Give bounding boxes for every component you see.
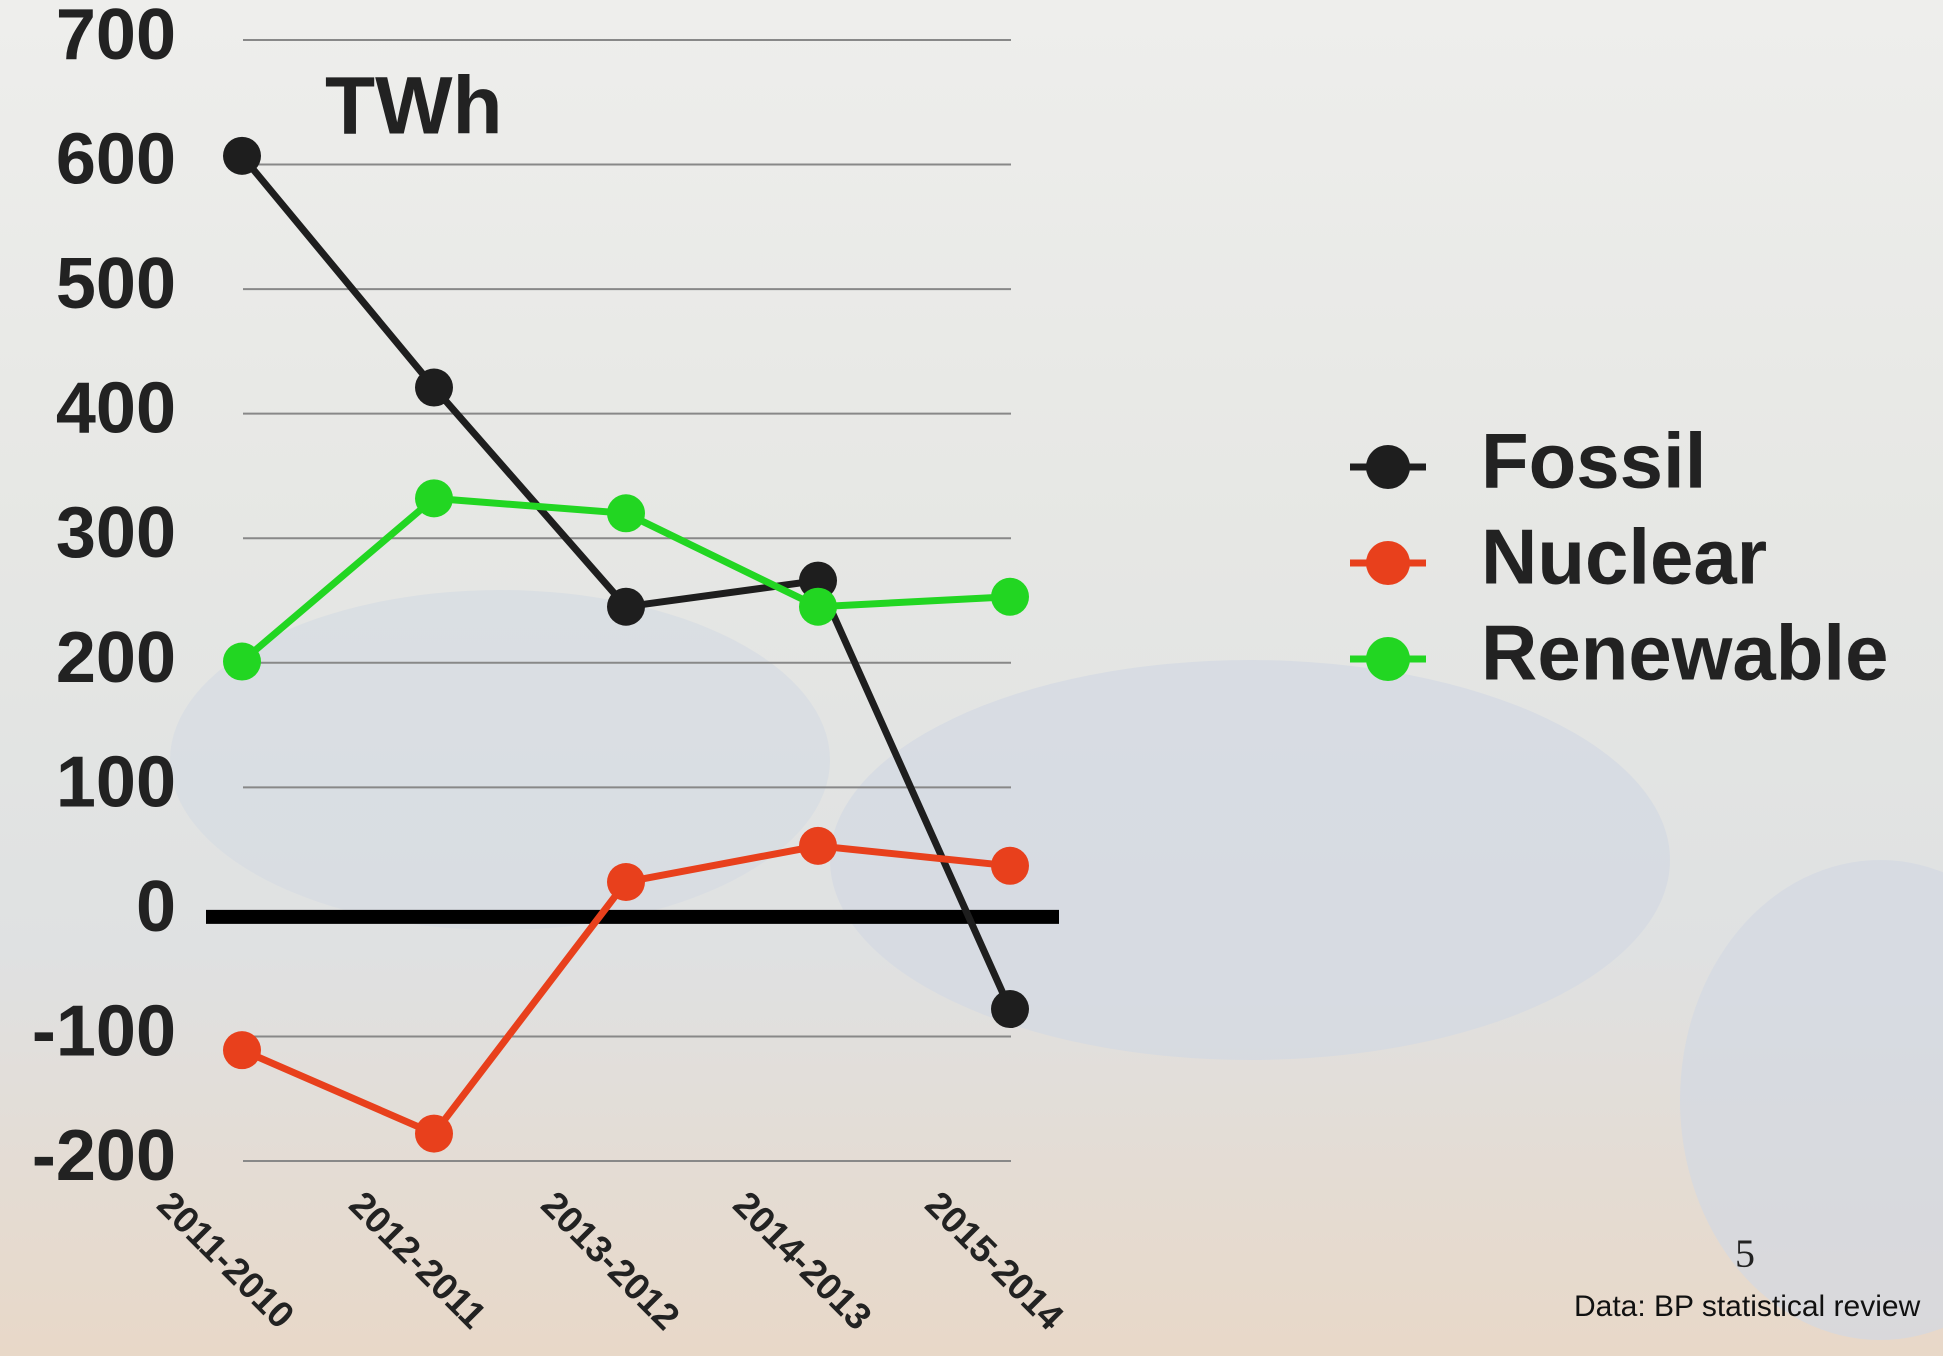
data-point	[607, 494, 645, 533]
data-point	[799, 826, 837, 865]
y-tick-label: -100	[32, 991, 176, 1071]
data-point	[223, 1031, 261, 1070]
data-point	[223, 136, 261, 175]
data-point	[991, 990, 1029, 1029]
legend-label: Nuclear	[1481, 513, 1767, 601]
source-note: Data: BP statistical review	[1574, 1290, 1921, 1323]
data-point	[799, 561, 837, 600]
legend-marker	[1366, 637, 1410, 681]
data-point	[415, 368, 453, 407]
data-point	[991, 577, 1029, 616]
y-tick-label: 500	[56, 244, 176, 324]
background-shape	[1680, 860, 1943, 1340]
y-tick-label: 0	[136, 867, 176, 947]
y-tick-label: 100	[56, 742, 176, 822]
legend-label: Renewable	[1481, 609, 1888, 697]
page-number: 5	[1735, 1231, 1755, 1276]
data-point	[991, 846, 1029, 885]
y-tick-label: 700	[56, 0, 176, 75]
y-tick-label: -200	[32, 1116, 176, 1196]
background-shape	[830, 660, 1670, 1060]
data-point	[607, 587, 645, 626]
background-shape	[170, 590, 830, 930]
data-point	[415, 1114, 453, 1153]
y-tick-label: 300	[56, 493, 176, 573]
y-tick-label: 200	[56, 618, 176, 698]
y-tick-label: 600	[56, 120, 176, 200]
data-point	[799, 587, 837, 626]
data-point	[223, 642, 261, 681]
y-tick-label: 400	[56, 369, 176, 449]
legend-marker	[1366, 541, 1410, 585]
data-point	[607, 862, 645, 901]
legend-marker	[1366, 445, 1410, 489]
data-point	[415, 479, 453, 518]
legend-label: Fossil	[1481, 417, 1706, 505]
chart-title: TWh	[325, 61, 503, 152]
